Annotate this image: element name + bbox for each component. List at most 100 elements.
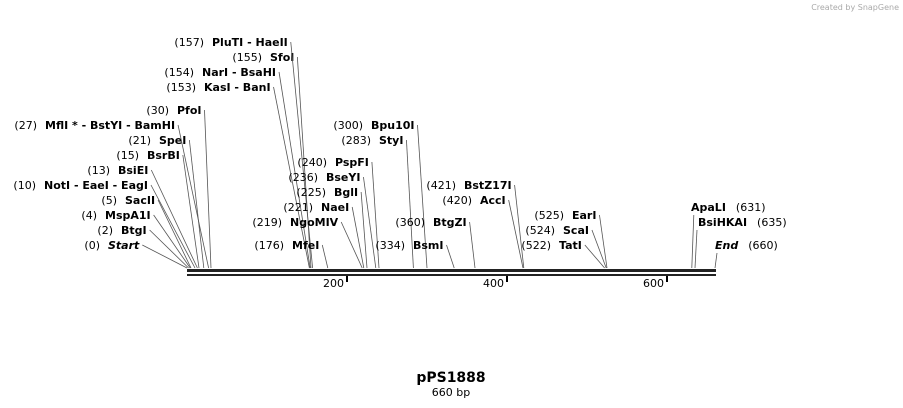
site-line: [188, 139, 205, 269]
site-line: [694, 229, 698, 269]
site-position: (27): [14, 119, 37, 132]
enzyme-name: PspFI: [335, 156, 369, 169]
enzyme-name: PluTI - HaeII: [212, 36, 288, 49]
site-position: (421): [426, 179, 456, 192]
enzyme-name: BglI: [334, 186, 358, 199]
site-line: [153, 214, 191, 269]
enzyme-name: EarI: [572, 209, 596, 222]
site-line: [149, 229, 189, 269]
site-line: [371, 161, 380, 269]
credit: Created by SnapGene: [811, 3, 899, 12]
site-position: (240): [297, 156, 327, 169]
enzyme-name: BsiEI: [118, 164, 148, 177]
site-position: (660): [748, 239, 778, 252]
site-line: [363, 176, 377, 269]
site-line: [591, 229, 607, 269]
site-position: (4): [81, 209, 97, 222]
site-line: [469, 221, 476, 269]
site-position: (157): [174, 36, 204, 49]
site-position: (283): [341, 134, 371, 147]
site-position: (334): [375, 239, 405, 252]
site-position: (300): [333, 119, 363, 132]
enzyme-name: BsmI: [413, 239, 444, 252]
enzyme-name: MfeI: [292, 239, 319, 252]
ruler-label: 600: [643, 277, 664, 290]
site-position: (13): [87, 164, 110, 177]
site-position: (0): [84, 239, 100, 252]
site-line: [150, 169, 198, 269]
site-line: [691, 214, 695, 269]
site-line: [182, 154, 200, 269]
site-line: [157, 199, 192, 269]
site-line: [150, 184, 196, 269]
enzyme-name: NgoMIV: [290, 216, 339, 229]
site-position: (155): [232, 51, 262, 64]
site-line: [714, 252, 718, 269]
site-line: [142, 244, 188, 269]
site-position: (524): [525, 224, 555, 237]
backbone: [187, 269, 716, 272]
site-line: [340, 221, 363, 269]
enzyme-name: SfoI: [270, 51, 294, 64]
site-position: (360): [395, 216, 425, 229]
site-line: [273, 86, 310, 269]
enzyme-name: ScaI: [563, 224, 589, 237]
enzyme-name: ApaLI: [691, 201, 726, 214]
site-line: [351, 206, 365, 269]
site-position: (176): [254, 239, 284, 252]
site-position: (2): [97, 224, 113, 237]
enzyme-name: BtgZI: [433, 216, 467, 229]
enzyme-name: MflI * - BstYI - BamHI: [45, 119, 175, 132]
title: pPS1888: [416, 370, 485, 386]
site-position: (219): [252, 216, 282, 229]
enzyme-name: BseYI: [326, 171, 360, 184]
subtitle: 660 bp: [432, 386, 470, 399]
site-line: [296, 56, 312, 269]
enzyme-name: MspA1I: [105, 209, 151, 222]
site-position: (525): [534, 209, 564, 222]
ruler-label: 400: [483, 277, 504, 290]
site-line: [599, 214, 608, 269]
enzyme-name: TatI: [559, 239, 582, 252]
site-line: [584, 244, 605, 269]
site-line: [514, 184, 525, 269]
enzyme-name: SacII: [125, 194, 155, 207]
enzyme-name: Start: [108, 239, 140, 252]
site-position: (635): [757, 216, 787, 229]
site-position: (154): [164, 66, 194, 79]
site-position: (420): [442, 194, 472, 207]
enzyme-name: Bpu10I: [371, 119, 415, 132]
enzyme-name: StyI: [379, 134, 403, 147]
site-position: (631): [736, 201, 766, 214]
backbone: [187, 274, 716, 276]
enzyme-name: BtgI: [121, 224, 147, 237]
enzyme-name: SpeI: [159, 134, 186, 147]
site-position: (15): [116, 149, 139, 162]
site-line: [417, 124, 428, 269]
site-line: [360, 191, 368, 269]
enzyme-name: NaeI: [321, 201, 349, 214]
enzyme-name: NotI - EaeI - EagI: [44, 179, 148, 192]
ruler-label: 200: [323, 277, 344, 290]
enzyme-name: BstZ17I: [464, 179, 512, 192]
enzyme-name: End: [715, 239, 738, 252]
site-line: [204, 109, 212, 269]
site-line: [321, 244, 329, 269]
site-line: [446, 244, 455, 269]
site-position: (522): [521, 239, 551, 252]
enzyme-name: AccI: [480, 194, 506, 207]
site-position: (30): [146, 104, 169, 117]
site-line: [177, 124, 209, 269]
enzyme-name: BsrBI: [147, 149, 180, 162]
site-position: (10): [13, 179, 36, 192]
site-position: (153): [166, 81, 196, 94]
enzyme-name: NarI - BsaHI: [202, 66, 276, 79]
enzyme-name: PfoI: [177, 104, 202, 117]
site-line: [508, 199, 524, 269]
site-line: [278, 71, 311, 269]
enzyme-name: BsiHKAI: [698, 216, 747, 229]
site-line: [290, 41, 313, 269]
enzyme-name: KasI - BanI: [204, 81, 271, 94]
